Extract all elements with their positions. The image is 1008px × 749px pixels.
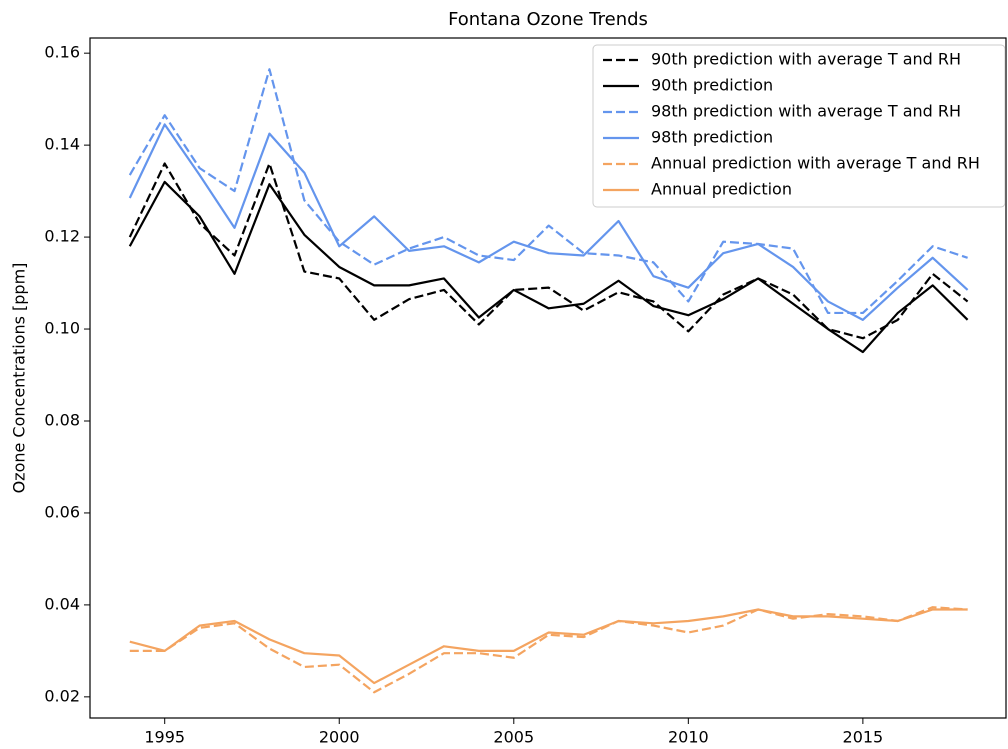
- legend-label: 90th prediction with average T and RH: [651, 50, 961, 69]
- series-line: [128, 123, 969, 321]
- x-tick-label: 2000: [319, 728, 360, 747]
- legend-label: 98th prediction with average T and RH: [651, 102, 961, 121]
- series-line: [128, 68, 968, 315]
- series-line: [129, 606, 968, 694]
- x-tick-label: 2005: [493, 728, 534, 747]
- y-tick-label: 0.08: [44, 410, 80, 429]
- y-tick-label: 0.14: [44, 135, 80, 154]
- x-tick-label: 2015: [843, 728, 884, 747]
- y-tick-label: 0.04: [44, 594, 80, 613]
- legend: 90th prediction with average T and RH 90t…: [592, 44, 1006, 208]
- legend-label: Annual prediction: [651, 180, 792, 199]
- legend-box: [592, 44, 1006, 208]
- y-axis-label: Ozone Concentrations [ppm]: [10, 263, 29, 494]
- y-tick-label: 0.12: [44, 227, 80, 246]
- y-tick-label: 0.06: [44, 502, 80, 521]
- series-line: [129, 608, 968, 685]
- legend-label: 98th prediction: [651, 128, 773, 147]
- series-line: [128, 162, 969, 340]
- series-line: [128, 180, 969, 354]
- chart-title: Fontana Ozone Trends: [448, 9, 648, 30]
- plot-frame: [89, 37, 1007, 719]
- legend-label: Annual prediction with average T and RH: [651, 154, 980, 173]
- y-tick-label: 0.10: [44, 319, 80, 338]
- x-tick-label: 1995: [144, 728, 185, 747]
- y-tick-label: 0.16: [44, 43, 80, 62]
- legend-label: 90th prediction: [651, 76, 773, 95]
- y-tick-label: 0.02: [44, 686, 80, 705]
- x-tick-label: 2010: [668, 728, 709, 747]
